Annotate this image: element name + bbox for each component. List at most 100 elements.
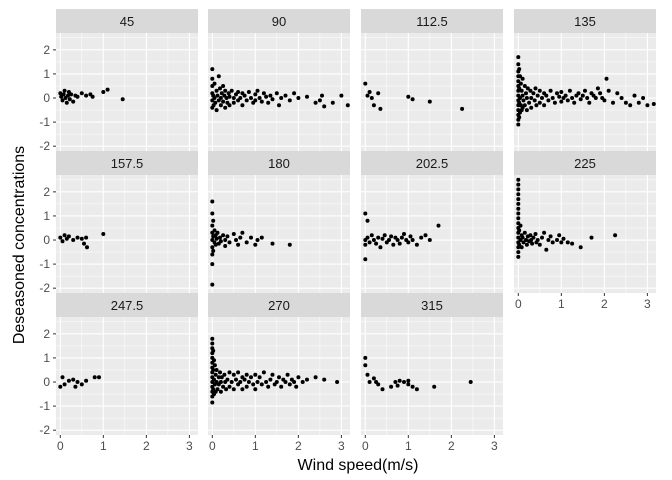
data-point bbox=[533, 232, 538, 236]
data-point bbox=[251, 382, 256, 387]
data-point bbox=[69, 92, 74, 97]
data-point bbox=[602, 98, 607, 103]
y-tick-label: 2 bbox=[43, 43, 50, 57]
data-point bbox=[395, 383, 400, 388]
data-point bbox=[522, 103, 527, 108]
data-point bbox=[226, 91, 231, 96]
facet-panel: 202.5 bbox=[361, 151, 503, 293]
x-tick-label: 0 bbox=[362, 439, 369, 453]
data-point bbox=[253, 92, 258, 97]
data-point bbox=[376, 382, 381, 387]
data-point bbox=[423, 233, 428, 238]
data-point bbox=[212, 363, 217, 368]
data-point bbox=[540, 96, 544, 100]
data-point bbox=[249, 235, 253, 240]
data-point bbox=[212, 358, 216, 363]
data-point bbox=[559, 240, 564, 245]
data-point bbox=[550, 96, 555, 100]
data-point bbox=[227, 370, 232, 375]
data-point bbox=[210, 400, 215, 405]
data-point bbox=[212, 377, 216, 382]
data-point bbox=[66, 234, 71, 239]
data-point bbox=[376, 91, 381, 96]
data-point bbox=[363, 257, 368, 262]
data-point bbox=[402, 380, 406, 384]
data-point bbox=[374, 241, 379, 246]
x-tick-label: 1 bbox=[252, 439, 259, 453]
data-point bbox=[223, 244, 228, 248]
x-tick-label: 3 bbox=[338, 439, 345, 453]
data-point bbox=[246, 380, 251, 384]
data-point bbox=[528, 88, 533, 93]
data-point bbox=[544, 93, 549, 98]
data-point bbox=[210, 67, 215, 72]
data-point bbox=[257, 96, 262, 100]
y-tick-label: -1 bbox=[39, 115, 50, 129]
data-point bbox=[529, 105, 534, 110]
data-point bbox=[524, 238, 528, 242]
data-point bbox=[218, 96, 223, 100]
data-point bbox=[218, 389, 223, 394]
data-point bbox=[66, 93, 70, 98]
data-point bbox=[399, 235, 404, 240]
facet-panel: 157.5 -2 -1 0 1 2 bbox=[39, 151, 198, 295]
data-point bbox=[219, 91, 224, 96]
panel-background bbox=[56, 175, 198, 293]
data-point bbox=[546, 238, 551, 242]
facet-label: 180 bbox=[268, 156, 290, 171]
data-point bbox=[292, 380, 297, 384]
data-point bbox=[218, 239, 223, 244]
data-point bbox=[522, 230, 527, 235]
data-point bbox=[537, 88, 542, 93]
data-point bbox=[211, 348, 216, 353]
data-point bbox=[210, 211, 215, 216]
data-point bbox=[240, 103, 245, 108]
y-tick-label: -2 bbox=[39, 139, 50, 153]
data-point bbox=[595, 86, 600, 91]
data-point bbox=[221, 84, 226, 88]
panel-background bbox=[361, 317, 503, 435]
y-tick-label: -1 bbox=[39, 257, 50, 271]
data-point bbox=[367, 240, 372, 245]
data-point bbox=[535, 238, 540, 242]
data-point bbox=[261, 91, 266, 96]
data-point bbox=[371, 376, 376, 381]
y-tick-label: 1 bbox=[43, 67, 50, 81]
data-point bbox=[432, 384, 437, 389]
data-point bbox=[210, 223, 215, 228]
x-tick-label: 0 bbox=[57, 439, 64, 453]
data-point bbox=[365, 372, 370, 377]
data-point bbox=[632, 93, 637, 98]
data-point bbox=[61, 92, 66, 97]
data-point bbox=[516, 62, 521, 67]
data-point bbox=[611, 100, 615, 105]
x-tick-label: 2 bbox=[143, 439, 150, 453]
data-point bbox=[393, 380, 398, 384]
data-point bbox=[255, 380, 260, 384]
data-point bbox=[570, 241, 575, 246]
data-point bbox=[60, 375, 65, 380]
data-point bbox=[58, 91, 63, 96]
data-point bbox=[391, 242, 396, 247]
y-tick-label: 1 bbox=[43, 351, 50, 365]
data-point bbox=[211, 368, 216, 372]
data-point bbox=[249, 96, 253, 100]
data-point bbox=[559, 99, 564, 104]
facet-label: 135 bbox=[574, 14, 596, 29]
data-point bbox=[238, 96, 243, 100]
data-point bbox=[365, 235, 370, 240]
data-point bbox=[528, 233, 533, 238]
data-point bbox=[521, 98, 526, 103]
data-point bbox=[561, 236, 566, 241]
data-point bbox=[436, 223, 441, 228]
data-point bbox=[572, 100, 577, 105]
data-point bbox=[530, 241, 535, 246]
data-point bbox=[537, 242, 542, 247]
data-point bbox=[628, 103, 633, 108]
data-point bbox=[215, 93, 220, 98]
data-point bbox=[363, 211, 368, 216]
facet-strip bbox=[361, 151, 503, 175]
data-point bbox=[555, 238, 559, 242]
data-point bbox=[410, 384, 415, 389]
data-point bbox=[371, 103, 376, 108]
